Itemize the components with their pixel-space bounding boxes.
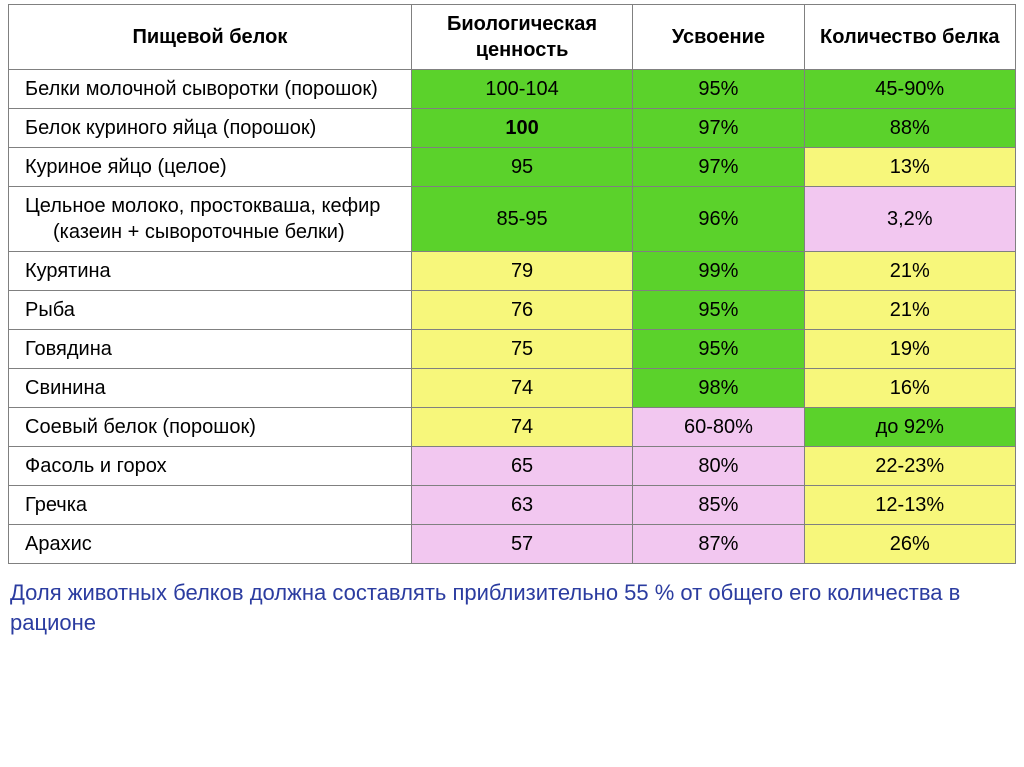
cell-abs: 97% <box>633 109 804 148</box>
cell-bio: 100 <box>411 109 633 148</box>
cell-qty: 45-90% <box>804 70 1015 109</box>
cell-abs: 99% <box>633 252 804 291</box>
cell-qty: 16% <box>804 369 1015 408</box>
cell-bio: 74 <box>411 369 633 408</box>
cell-name: Курятина <box>9 252 412 291</box>
cell-name: Белки молочной сыворотки (порошок) <box>9 70 412 109</box>
cell-qty: 19% <box>804 330 1015 369</box>
table-row: Фасоль и горох6580%22-23% <box>9 447 1016 486</box>
cell-abs: 97% <box>633 148 804 187</box>
cell-bio: 63 <box>411 486 633 525</box>
cell-qty: 21% <box>804 252 1015 291</box>
footnote: Доля животных белков должна составлять п… <box>8 564 1016 637</box>
cell-name: Говядина <box>9 330 412 369</box>
cell-qty: 12-13% <box>804 486 1015 525</box>
table-row: Цельное молоко, простокваша, кефир (казе… <box>9 187 1016 252</box>
table-row: Белки молочной сыворотки (порошок)100-10… <box>9 70 1016 109</box>
cell-bio: 79 <box>411 252 633 291</box>
cell-qty: 88% <box>804 109 1015 148</box>
cell-name: Фасоль и горох <box>9 447 412 486</box>
cell-bio: 76 <box>411 291 633 330</box>
cell-qty: 21% <box>804 291 1015 330</box>
cell-bio: 74 <box>411 408 633 447</box>
header-qty: Количество белка <box>804 5 1015 70</box>
table-row: Свинина7498%16% <box>9 369 1016 408</box>
cell-abs: 98% <box>633 369 804 408</box>
table-row: Куриное яйцо (целое)9597%13% <box>9 148 1016 187</box>
cell-abs: 95% <box>633 330 804 369</box>
cell-qty: 13% <box>804 148 1015 187</box>
cell-name: Свинина <box>9 369 412 408</box>
table-row: Говядина7595%19% <box>9 330 1016 369</box>
cell-abs: 95% <box>633 291 804 330</box>
header-abs: Усвоение <box>633 5 804 70</box>
cell-name: Цельное молоко, простокваша, кефир (казе… <box>9 187 412 252</box>
table-row: Рыба7695%21% <box>9 291 1016 330</box>
cell-abs: 80% <box>633 447 804 486</box>
cell-abs: 95% <box>633 70 804 109</box>
cell-abs: 87% <box>633 525 804 564</box>
cell-bio: 100-104 <box>411 70 633 109</box>
cell-bio: 95 <box>411 148 633 187</box>
cell-bio: 85-95 <box>411 187 633 252</box>
header-bio: Биологическая ценность <box>411 5 633 70</box>
cell-qty: 26% <box>804 525 1015 564</box>
cell-name: Рыба <box>9 291 412 330</box>
cell-name: Куриное яйцо (целое) <box>9 148 412 187</box>
header-name: Пищевой белок <box>9 5 412 70</box>
cell-name: Гречка <box>9 486 412 525</box>
cell-bio: 65 <box>411 447 633 486</box>
cell-bio: 75 <box>411 330 633 369</box>
table-row: Курятина7999%21% <box>9 252 1016 291</box>
cell-bio: 57 <box>411 525 633 564</box>
cell-abs: 60-80% <box>633 408 804 447</box>
cell-abs: 96% <box>633 187 804 252</box>
cell-name: Соевый белок (порошок) <box>9 408 412 447</box>
cell-qty: 3,2% <box>804 187 1015 252</box>
table-row: Арахис5787%26% <box>9 525 1016 564</box>
cell-qty: до 92% <box>804 408 1015 447</box>
cell-qty: 22-23% <box>804 447 1015 486</box>
table-header-row: Пищевой белок Биологическая ценность Усв… <box>9 5 1016 70</box>
table-row: Белок куриного яйца (порошок)10097%88% <box>9 109 1016 148</box>
cell-abs: 85% <box>633 486 804 525</box>
cell-name: Арахис <box>9 525 412 564</box>
table-row: Соевый белок (порошок)7460-80%до 92% <box>9 408 1016 447</box>
cell-name: Белок куриного яйца (порошок) <box>9 109 412 148</box>
table-row: Гречка6385%12-13% <box>9 486 1016 525</box>
protein-table: Пищевой белок Биологическая ценность Усв… <box>8 4 1016 564</box>
